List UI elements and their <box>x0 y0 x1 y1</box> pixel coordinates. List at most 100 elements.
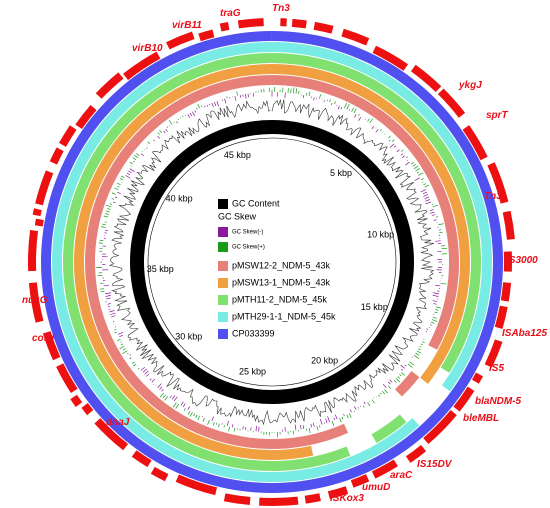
gc-skew-tick <box>422 191 428 195</box>
gene-label: sprT <box>486 110 509 121</box>
gc-skew-tick <box>119 178 124 181</box>
gc-skew-tick <box>401 372 405 376</box>
gc-skew-tick <box>107 303 111 305</box>
gc-skew-tick <box>132 157 137 161</box>
gc-skew-tick <box>302 425 305 430</box>
kbp-label: 35 kbp <box>147 264 174 274</box>
gc-skew-tick <box>214 101 217 107</box>
gc-skew-tick <box>371 399 375 404</box>
gc-skew-tick <box>435 240 441 242</box>
gc-skew-tick <box>109 203 113 205</box>
gc-skew-tick <box>159 392 164 398</box>
gc-skew-tick <box>130 165 132 167</box>
gc-skew-tick <box>300 424 302 430</box>
kbp-label: 20 kbp <box>311 355 338 365</box>
gene-label: dnaJ <box>106 417 130 428</box>
gc-skew-tick <box>433 292 440 295</box>
gc-skew-tick <box>429 324 432 326</box>
gc-skew-tick <box>120 341 122 343</box>
gc-skew-tick <box>292 87 295 94</box>
gc-skew-tick <box>294 424 297 431</box>
gene-block <box>198 29 215 42</box>
gc-skew-tick <box>306 92 308 96</box>
gc-skew-tick <box>239 94 241 98</box>
gene-block <box>70 394 83 407</box>
gc-skew-tick <box>105 295 111 297</box>
gc-skew-tick <box>226 420 229 427</box>
backbone-ring <box>130 120 414 404</box>
gc-skew-tick <box>333 417 335 421</box>
gc-skew-tick <box>132 361 135 364</box>
gc-skew-tick <box>129 161 134 165</box>
gene-label: nusG <box>22 295 48 306</box>
kbp-label: 15 kbp <box>361 302 388 312</box>
gc-skew-tick <box>367 402 371 407</box>
gc-skew-tick <box>129 357 132 360</box>
gc-skew-tick <box>393 380 397 383</box>
gc-skew-tick <box>346 414 349 419</box>
gc-skew-tick <box>319 418 323 425</box>
gc-skew-tick <box>180 401 184 406</box>
gc-skew-tick <box>416 171 419 174</box>
gc-skew-tick <box>414 177 420 181</box>
gc-skew-tick <box>357 407 359 409</box>
gc-skew-tick <box>207 419 210 425</box>
gc-skew-tick <box>169 395 172 399</box>
gene-block <box>423 410 457 445</box>
gc-skew-tick <box>106 297 111 300</box>
gc-skew-tick <box>340 106 343 110</box>
gc-skew-tick <box>159 130 162 133</box>
gc-skew-tick <box>133 160 135 163</box>
gene-block <box>59 125 77 147</box>
gc-skew-tick <box>157 383 162 388</box>
kbp-label: 25 kbp <box>239 367 266 377</box>
gene-block <box>131 450 152 468</box>
gc-skew-tick <box>122 348 126 351</box>
gene-block <box>75 104 97 130</box>
gene-block <box>304 493 321 504</box>
gc-skew-tick <box>117 338 121 342</box>
gc-skew-tick <box>423 183 427 186</box>
gene-block <box>35 170 54 206</box>
gc-skew-tick <box>415 352 420 356</box>
gc-skew-tick <box>146 373 149 377</box>
gc-skew-tick <box>122 350 128 355</box>
gc-skew-tick <box>435 284 441 287</box>
gc-skew-tick <box>119 334 124 338</box>
gene-block <box>313 21 334 34</box>
gene-label: araC <box>390 470 413 481</box>
gc-skew-tick <box>337 105 340 110</box>
gc-skew-tick <box>111 315 116 318</box>
legend-swatch <box>218 295 228 305</box>
gc-skew-tick <box>109 310 115 313</box>
gc-skew-tick <box>189 112 193 117</box>
gc-skew-tick <box>234 96 237 101</box>
gene-block <box>219 22 230 32</box>
gene-block <box>494 305 508 329</box>
gene-label: IS3000 <box>506 255 538 266</box>
gc-skew-tick <box>133 154 138 159</box>
gc-skew-tick <box>312 422 315 427</box>
gene-block <box>237 18 264 29</box>
legend-label: GC Skew(-) <box>232 230 263 236</box>
gc-skew-tick <box>431 319 438 322</box>
gc-skew-tick <box>176 121 178 124</box>
legend-swatch <box>218 261 228 271</box>
gc-skew-tick <box>380 392 382 395</box>
gene-block <box>95 72 124 99</box>
gene-label: umuD <box>362 482 390 493</box>
gc-skew-tick <box>423 194 429 197</box>
gene-block <box>341 28 370 46</box>
gc-skew-tick <box>382 383 387 388</box>
legend-label: GC Skew <box>218 211 257 221</box>
gc-skew-tick <box>100 226 106 228</box>
gc-skew-tick <box>407 363 413 368</box>
gc-skew-tick <box>99 288 105 290</box>
gene-block <box>291 18 307 29</box>
gc-skew-tick <box>149 378 152 381</box>
gc-skew-tick <box>413 355 420 359</box>
gene-block <box>32 208 42 217</box>
legend-swatch <box>218 312 228 322</box>
gc-skew-tick <box>161 389 164 392</box>
gc-skew-tick <box>437 223 444 226</box>
